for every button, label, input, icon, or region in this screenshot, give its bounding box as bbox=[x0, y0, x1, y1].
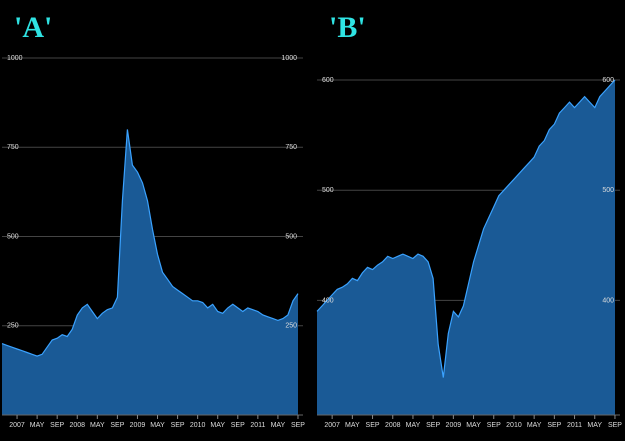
x-tick-label: MAY bbox=[406, 422, 421, 429]
x-tick-label: 2009 bbox=[446, 422, 462, 429]
x-tick-label: SEP bbox=[231, 422, 245, 429]
x-tick-label: 2011 bbox=[567, 422, 582, 429]
x-tick-label: 2010 bbox=[190, 422, 206, 429]
x-tick-label: 2007 bbox=[9, 422, 25, 429]
x-tick-label: MAY bbox=[466, 422, 481, 429]
x-tick-label: MAY bbox=[210, 422, 225, 429]
area bbox=[317, 80, 615, 415]
x-tick-label: MAY bbox=[271, 422, 286, 429]
y-tick-label-right: 1000 bbox=[281, 55, 297, 62]
y-tick-label: 750 bbox=[7, 144, 19, 151]
y-tick-label-right: 600 bbox=[602, 77, 614, 84]
x-tick-label: SEP bbox=[50, 422, 64, 429]
x-tick-label: SEP bbox=[547, 422, 561, 429]
line bbox=[316, 79, 616, 378]
x-tick-label: MAY bbox=[90, 422, 105, 429]
x-tick-label: 2007 bbox=[324, 422, 340, 429]
x-tick-label: SEP bbox=[366, 422, 380, 429]
area bbox=[2, 129, 298, 415]
x-tick-label: 2011 bbox=[250, 422, 265, 429]
x-tick-label: SEP bbox=[110, 422, 124, 429]
line bbox=[1, 129, 299, 357]
x-tick-label: SEP bbox=[608, 422, 622, 429]
x-tick-label: MAY bbox=[150, 422, 165, 429]
x-tick-label: MAY bbox=[587, 422, 602, 429]
x-tick-label: MAY bbox=[30, 422, 45, 429]
y-tick-label-right: 750 bbox=[285, 144, 297, 151]
y-tick-label: 500 bbox=[322, 187, 334, 194]
x-tick-label: 2009 bbox=[130, 422, 146, 429]
x-tick-label: 2008 bbox=[385, 422, 401, 429]
x-tick-label: SEP bbox=[171, 422, 185, 429]
x-tick-label: MAY bbox=[527, 422, 542, 429]
y-tick-label-right: 250 bbox=[285, 323, 297, 330]
y-tick-label: 400 bbox=[322, 297, 334, 304]
y-tick-label: 600 bbox=[322, 77, 334, 84]
y-tick-label: 250 bbox=[7, 323, 19, 330]
x-tick-label: 2010 bbox=[506, 422, 522, 429]
x-tick-label: SEP bbox=[487, 422, 501, 429]
chart-title: 'A' bbox=[14, 11, 52, 44]
y-tick-label-right: 500 bbox=[285, 233, 297, 240]
y-tick-label: 1000 bbox=[7, 55, 23, 62]
y-tick-label: 500 bbox=[7, 233, 19, 240]
x-tick-label: SEP bbox=[426, 422, 440, 429]
y-tick-label-right: 400 bbox=[602, 297, 614, 304]
x-tick-label: SEP bbox=[291, 422, 305, 429]
x-tick-label: MAY bbox=[345, 422, 360, 429]
chart-title: 'B' bbox=[329, 11, 366, 44]
x-tick-label: 2008 bbox=[69, 422, 85, 429]
y-tick-label-right: 500 bbox=[602, 187, 614, 194]
